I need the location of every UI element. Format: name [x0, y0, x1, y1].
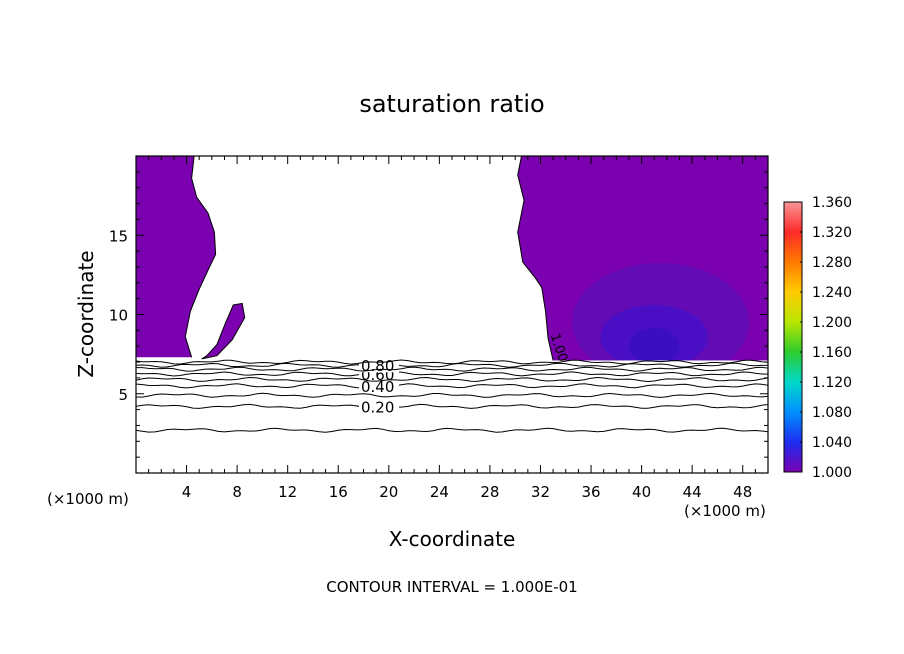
colorbar-label: 1.280	[812, 255, 852, 271]
contour-interval-footer: CONTOUR INTERVAL = 1.000E-01	[326, 578, 577, 596]
y-tick-label: 5	[118, 386, 128, 404]
colorbar-label: 1.040	[812, 435, 852, 451]
x-ticks: 4 8 12 16 20 24 28 32 36 40 44 48	[148, 156, 756, 501]
colorbar-label: 1.000	[812, 465, 852, 481]
colorbar-label: 1.360	[812, 195, 852, 211]
contour-line	[136, 427, 768, 433]
x-tick-label: 40	[632, 483, 651, 501]
contour-line	[136, 383, 768, 389]
contour-label-bg	[358, 399, 399, 414]
contour-line	[136, 366, 768, 372]
colorbar-label: 1.320	[812, 225, 852, 241]
y-ticks: 5 10 15	[109, 171, 768, 458]
filled-regions	[136, 156, 768, 473]
x-tick-label: 16	[329, 483, 348, 501]
contour-line	[136, 359, 768, 365]
region-core-inner	[628, 327, 680, 365]
colorbar-label: 1.160	[812, 345, 852, 361]
chart-title: saturation ratio	[359, 90, 544, 118]
y-tick-label: 10	[109, 307, 128, 325]
x-tick-label: 4	[182, 483, 192, 501]
x-tick-label: 8	[232, 483, 242, 501]
x-unit-right: (×1000 m)	[684, 502, 766, 520]
colorbar	[783, 201, 803, 473]
region-unsaturated	[136, 360, 768, 473]
colorbar-labels: 1.360 1.320 1.280 1.240 1.200 1.160 1.120 1.080…	[800, 195, 852, 481]
x-tick-label: 36	[581, 483, 600, 501]
y-tick-label: 15	[109, 227, 128, 245]
contour-label: 0.40	[361, 378, 394, 396]
colorbar-label: 1.240	[812, 285, 852, 301]
contour-line	[136, 392, 768, 398]
x-tick-label: 48	[733, 483, 752, 501]
x-tick-label: 12	[278, 483, 297, 501]
x-tick-label: 20	[379, 483, 398, 501]
contour-label: 0.20	[361, 398, 394, 416]
x-tick-label: 44	[683, 483, 702, 501]
colorbar-label: 1.120	[812, 375, 852, 391]
contour-label: 0.80	[361, 357, 394, 375]
contour-line	[136, 371, 768, 377]
contour-line	[136, 403, 768, 409]
x-tick-label: 28	[480, 483, 499, 501]
x-axis-label: X-coordinate	[389, 527, 516, 551]
contour-label-bg	[358, 378, 399, 393]
colorbar-label: 1.200	[812, 315, 852, 331]
contour-line	[136, 376, 768, 383]
x-tick-label: 24	[430, 483, 449, 501]
region-left	[136, 156, 216, 358]
boundary-finger	[201, 302, 246, 360]
colorbar-label: 1.080	[812, 405, 852, 421]
boundary-right	[517, 156, 554, 361]
boundary-left	[184, 156, 217, 358]
contour-lines: 0.200.400.600.801.00	[136, 332, 768, 433]
y-axis-label: Z-coordinate	[74, 250, 98, 377]
region-left-finger	[201, 303, 245, 359]
x-unit-left: (×1000 m)	[47, 490, 129, 508]
x-tick-label: 32	[531, 483, 550, 501]
